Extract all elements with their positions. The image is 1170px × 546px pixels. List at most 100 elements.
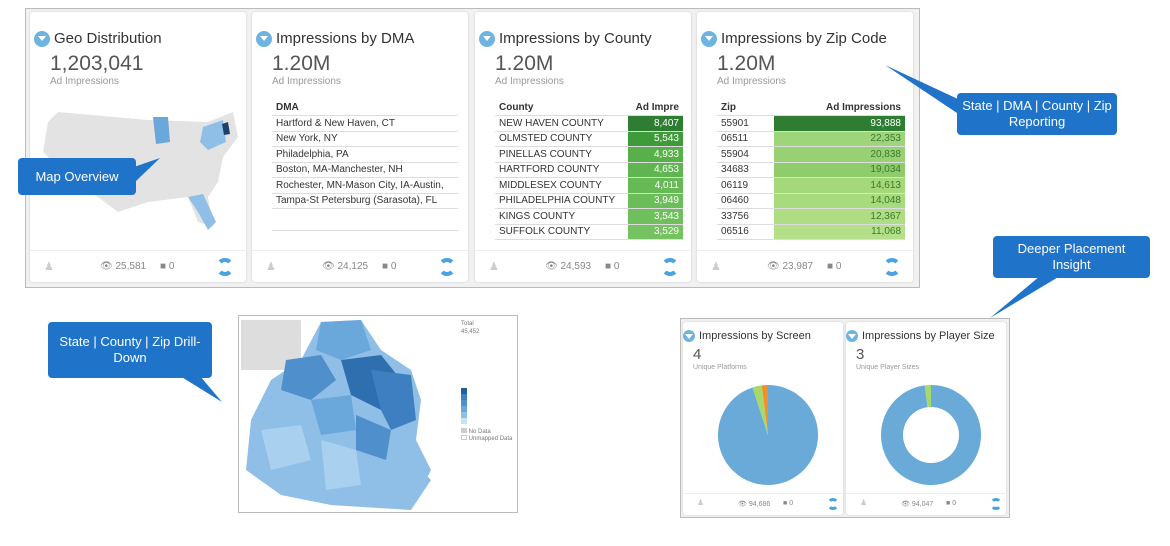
comment-icon[interactable]: ■ <box>827 261 834 272</box>
comment-icon[interactable]: ■ <box>946 500 951 507</box>
card-value: 1.20M <box>717 52 776 75</box>
user-icon[interactable]: ♟ <box>266 261 276 273</box>
filter-icon[interactable] <box>256 30 272 47</box>
refresh-icon[interactable] <box>827 498 839 510</box>
small-card-0: Impressions by Screen 4 Unique Platforms… <box>683 322 843 515</box>
view-count: 94,047 <box>911 501 934 508</box>
filter-icon[interactable] <box>683 330 695 342</box>
comment-count: 0 <box>613 261 620 272</box>
user-icon[interactable]: ♟ <box>711 261 721 273</box>
comment-icon[interactable]: ■ <box>783 500 788 507</box>
table-row[interactable]: 06460 14,048 <box>717 193 905 209</box>
view-count: 24,125 <box>337 261 369 272</box>
card-0: Geo Distribution 1,203,041 Ad Impression… <box>30 12 246 282</box>
table-row[interactable]: SUFFOLK COUNTY 3,529 <box>495 224 683 240</box>
filter-icon[interactable] <box>701 30 717 47</box>
table-row[interactable]: 34683 19,034 <box>717 162 905 178</box>
table-row[interactable]: 06511 22,353 <box>717 131 905 147</box>
user-icon[interactable]: ♟ <box>489 261 499 273</box>
card-label: Ad Impressions <box>717 76 786 87</box>
table-row[interactable]: PHILADELPHIA COUNTY 3,949 <box>495 193 683 209</box>
card-value: 4 <box>693 346 702 363</box>
refresh-icon[interactable] <box>661 258 679 276</box>
refresh-icon[interactable] <box>990 498 1002 510</box>
refresh-icon[interactable] <box>216 258 234 276</box>
donut-hole <box>903 407 959 463</box>
table-row[interactable]: HARTFORD COUNTY 4,653 <box>495 162 683 178</box>
table-row[interactable]: MIDDLESEX COUNTY 4,011 <box>495 177 683 194</box>
table-row[interactable]: Hartford & New Haven, CT <box>272 115 458 132</box>
filter-icon[interactable] <box>34 30 50 47</box>
eye-icon: 👁 <box>545 261 558 272</box>
eye-icon: 👁 <box>322 261 335 272</box>
table-row[interactable]: 06516 11,068 <box>717 224 905 240</box>
eye-icon: 👁 <box>100 261 113 272</box>
user-icon[interactable]: ♟ <box>44 261 54 273</box>
card-footer: ♟ 👁 23,987 ■ 0 <box>697 250 913 282</box>
data-table: DMA Hartford & New Haven, CT New York, NY P… <box>272 100 458 231</box>
refresh-icon[interactable] <box>883 258 901 276</box>
eye-icon: 👁 <box>738 501 747 508</box>
card-footer: ♟ 👁 25,581 ■ 0 <box>30 250 246 282</box>
comment-count: 0 <box>835 261 842 272</box>
card-title: Impressions by County <box>499 30 652 47</box>
card-value: 1.20M <box>495 52 554 75</box>
table-row[interactable]: Boston, MA-Manchester, NH <box>272 162 458 178</box>
user-icon[interactable]: ♟ <box>860 498 868 507</box>
callout-drilldown: State | County | Zip Drill-Down <box>48 322 212 378</box>
comment-icon[interactable]: ■ <box>382 261 389 272</box>
column-header[interactable]: Zip <box>717 100 774 116</box>
card-footer: ♟ 👁 24,125 ■ 0 <box>252 250 468 282</box>
comment-count: 0 <box>390 261 397 272</box>
card-label: Ad Impressions <box>50 76 119 87</box>
brooklyn-choropleth-map <box>241 320 431 510</box>
table-row[interactable]: KINGS COUNTY 3,543 <box>495 208 683 225</box>
card-title: Impressions by Screen <box>699 330 811 342</box>
table-row[interactable]: Philadelphia, PA <box>272 146 458 163</box>
refresh-icon[interactable] <box>438 258 456 276</box>
table-row[interactable]: OLMSTED COUNTY 5,543 <box>495 131 683 147</box>
table-row[interactable]: Tampa-St Petersburg (Sarasota), FL <box>272 193 458 209</box>
table-row[interactable]: 55904 20,838 <box>717 146 905 163</box>
view-count: 24,593 <box>560 261 592 272</box>
view-count: 94,686 <box>748 501 771 508</box>
card-value: 1.20M <box>272 52 331 75</box>
column-header[interactable]: County <box>495 100 628 116</box>
table-row[interactable]: 55901 93,888 <box>717 115 905 132</box>
total-value: 45,452 <box>461 329 480 335</box>
table-row[interactable]: PINELLAS COUNTY 4,933 <box>495 146 683 163</box>
table-row[interactable]: New York, NY <box>272 131 458 147</box>
table-row[interactable]: 06119 14,613 <box>717 177 905 194</box>
column-header[interactable]: Ad Impre <box>627 100 683 116</box>
pie-slice[interactable] <box>752 385 768 435</box>
table-row[interactable]: NEW HAVEN COUNTY 8,407 <box>495 115 683 132</box>
table-row[interactable]: Rochester, MN-Mason City, IA-Austin, <box>272 177 458 194</box>
card-label: Ad Impressions <box>495 76 564 87</box>
legend-no-data: No Data <box>468 429 491 435</box>
comment-icon[interactable]: ■ <box>605 261 612 272</box>
data-table: County Ad Impre NEW HAVEN COUNTY 8,407 OLMST… <box>495 100 683 240</box>
table-row[interactable]: 33756 12,367 <box>717 208 905 225</box>
callout-map-overview: Map Overview <box>18 158 136 195</box>
card-3: Impressions by Zip Code 1.20M Ad Impress… <box>697 12 913 282</box>
pie-slice[interactable] <box>761 385 768 435</box>
card-value: 1,203,041 <box>50 52 144 75</box>
card-label: Ad Impressions <box>272 76 341 87</box>
card-label: Unique Platforms <box>693 364 747 371</box>
card-title: Impressions by Zip Code <box>721 30 887 47</box>
column-header[interactable]: DMA <box>272 100 458 116</box>
column-header[interactable]: Ad Impressions <box>773 100 905 116</box>
comment-icon[interactable]: ■ <box>160 261 167 272</box>
legend: No Data Unmapped Data <box>461 388 512 442</box>
view-count: 23,987 <box>782 261 814 272</box>
card-title: Geo Distribution <box>54 30 162 47</box>
view-count: 25,581 <box>115 261 147 272</box>
filter-icon[interactable] <box>479 30 495 47</box>
drilldown-map-panel: Total 45,452 No Data Unmapped Data <box>238 315 518 513</box>
user-icon[interactable]: ♟ <box>697 498 705 507</box>
card-2: Impressions by County 1.20M Ad Impressio… <box>475 12 691 282</box>
eye-icon: 👁 <box>767 261 780 272</box>
filter-icon[interactable] <box>846 330 858 342</box>
data-table: Zip Ad Impressions 55901 93,888 06511 22,353 5… <box>717 100 905 240</box>
comment-count: 0 <box>168 261 175 272</box>
